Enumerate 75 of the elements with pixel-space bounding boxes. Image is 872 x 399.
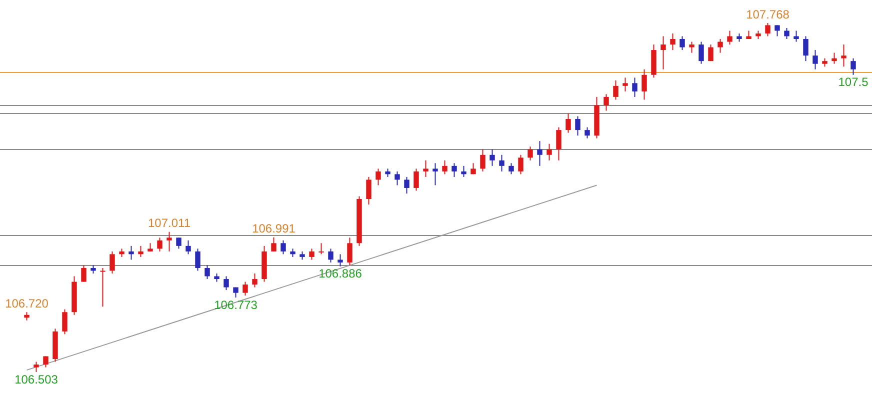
candlestick: [461, 165, 466, 178]
candlestick: [794, 30, 799, 42]
annotation: 106.503: [14, 372, 58, 386]
candlestick: [480, 148, 486, 172]
candlestick: [537, 140, 542, 166]
candlestick: [499, 154, 504, 172]
candlestick: [508, 162, 514, 175]
annotation: 106.720: [5, 296, 49, 310]
annotation: 106.991: [252, 222, 296, 236]
candlestick: [613, 80, 618, 100]
candlestick: [414, 168, 419, 192]
candlestick: [850, 58, 856, 76]
candlestick: [34, 361, 39, 372]
candlestick: [110, 250, 115, 274]
candlestick: [252, 273, 258, 288]
annotation: 107.011: [148, 216, 191, 230]
candlestick: [727, 30, 732, 46]
candlestick: [271, 236, 276, 252]
candlestick: [660, 36, 666, 70]
candlestick: [318, 242, 324, 255]
candlestick: [584, 126, 590, 139]
candlestick: [689, 41, 694, 54]
candlestick: [718, 38, 723, 54]
annotation: 107.768: [746, 7, 790, 22]
candlestick: [518, 154, 524, 175]
candlestick: [546, 143, 552, 161]
candlestick: [708, 44, 714, 62]
candlestick: [157, 237, 162, 252]
candlestick: [642, 68, 647, 100]
candlestick: [774, 24, 780, 37]
candlestick: [784, 27, 790, 40]
candlestick: [166, 231, 172, 252]
candlestick: [224, 276, 229, 291]
candlestick: [186, 240, 191, 255]
candlestick: [680, 36, 685, 51]
candlestick: [394, 170, 400, 186]
candlestick: [100, 267, 106, 308]
candlestick: [442, 160, 448, 175]
candlestick: [698, 41, 704, 64]
candlestick: [423, 160, 428, 178]
candlestick: [328, 248, 334, 263]
candlestick: [204, 264, 210, 280]
candlestick: [376, 168, 381, 186]
candlestick: [81, 264, 86, 282]
candlestick: [242, 281, 248, 296]
candlestick: [632, 77, 638, 98]
candlestick: [803, 36, 808, 62]
candlestick: [195, 248, 200, 272]
candlestick: [309, 248, 314, 260]
candlestick: [432, 162, 438, 186]
candlestick: [280, 240, 286, 255]
candlestick: [622, 77, 628, 92]
candlestick: [62, 308, 68, 335]
annotation: 106.886: [318, 266, 362, 281]
candlestick: [575, 116, 580, 136]
candlestick: [366, 176, 372, 206]
candlestick: [556, 126, 562, 161]
candlestick: [765, 22, 770, 37]
candlestick: [670, 32, 676, 51]
candlestick: [404, 176, 410, 194]
candlestick: [138, 245, 144, 258]
candlestick: [176, 237, 182, 250]
annotation: 107.5: [838, 75, 869, 90]
candlestick: [528, 146, 533, 161]
candlestick: [832, 52, 837, 64]
candlestick: [604, 94, 609, 112]
annotation: 106.773: [214, 298, 258, 312]
candlestick: [338, 254, 343, 267]
candlestick: [490, 148, 495, 166]
candlestick: [841, 44, 846, 68]
candlestick: [452, 162, 457, 178]
candlestick: [566, 112, 571, 134]
candlestick: [812, 50, 818, 70]
candlestick: [347, 237, 352, 266]
candlestick: [128, 245, 134, 260]
